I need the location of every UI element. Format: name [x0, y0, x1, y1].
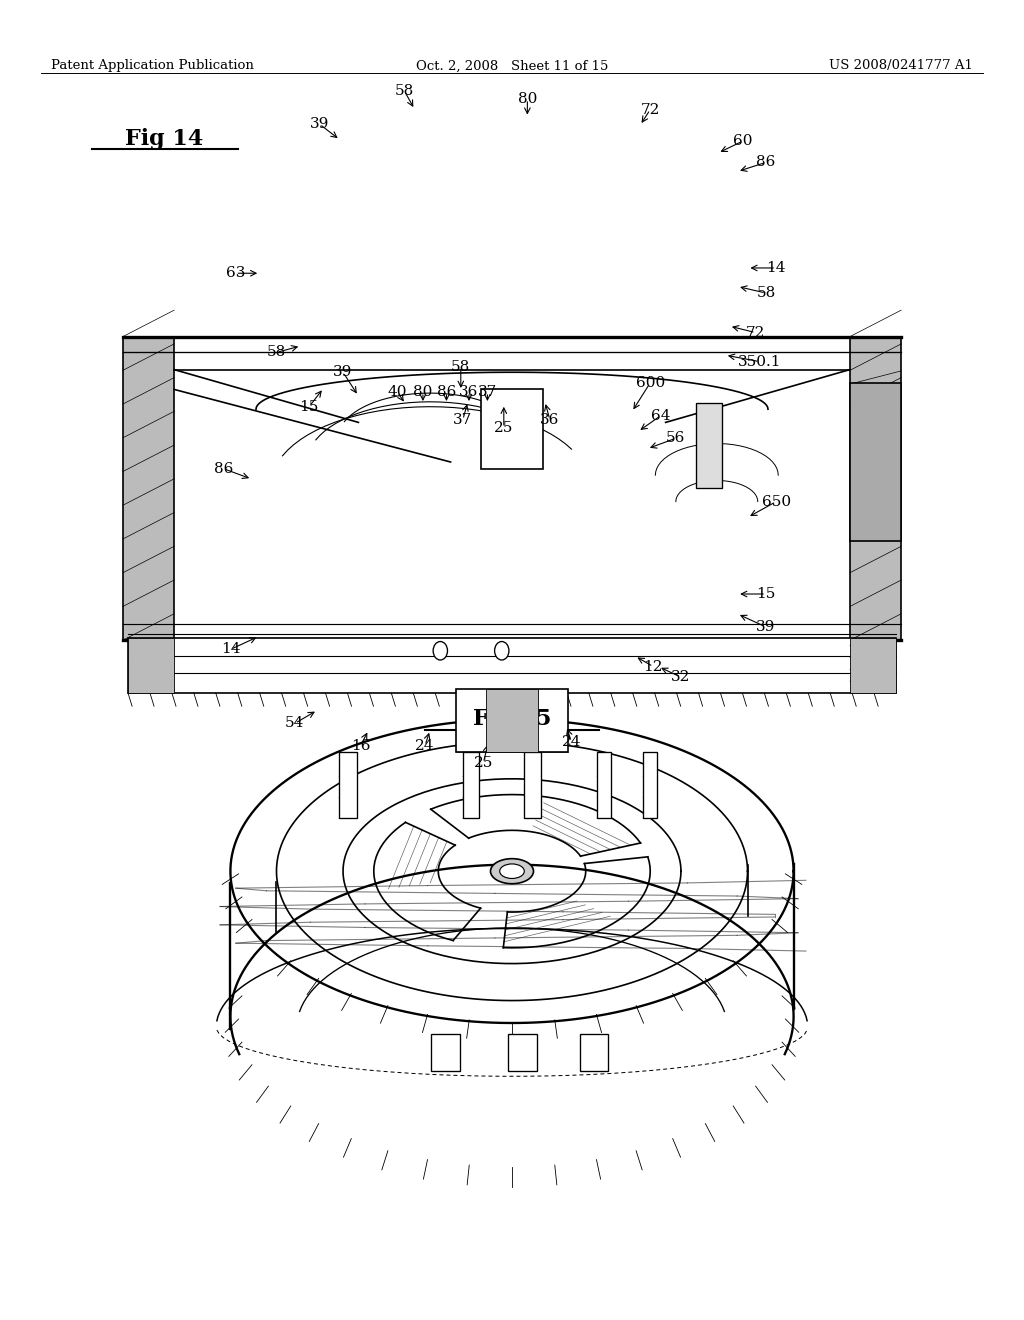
Text: 86: 86 [437, 385, 456, 399]
Text: 14: 14 [766, 261, 786, 275]
Text: 86: 86 [757, 156, 775, 169]
Text: US 2008/0241777 A1: US 2008/0241777 A1 [828, 59, 973, 73]
Bar [431, 1034, 460, 1071]
Text: 15: 15 [300, 400, 318, 413]
Text: 37: 37 [478, 385, 497, 399]
Text: 58: 58 [395, 84, 414, 98]
Text: 72: 72 [746, 326, 765, 339]
Bar [128, 638, 174, 693]
Bar [643, 752, 657, 818]
Bar [850, 337, 901, 640]
Text: 58: 58 [452, 360, 470, 374]
Text: 32: 32 [672, 671, 690, 684]
Text: 24: 24 [500, 735, 520, 748]
Text: 40: 40 [387, 385, 408, 399]
Bar [456, 689, 568, 752]
Bar [128, 638, 896, 693]
Text: 36: 36 [460, 385, 478, 399]
Text: 16: 16 [350, 739, 371, 752]
Bar [597, 752, 611, 818]
Text: 600: 600 [636, 376, 665, 389]
Text: Fig 14: Fig 14 [125, 128, 203, 149]
Text: Fig 15: Fig 15 [473, 709, 551, 730]
Text: 37: 37 [454, 413, 472, 426]
Text: 64: 64 [650, 409, 671, 422]
Bar [580, 1034, 608, 1071]
Text: 25: 25 [474, 756, 493, 770]
Text: 58: 58 [757, 286, 775, 300]
Text: 58: 58 [267, 346, 286, 359]
Bar [850, 638, 896, 693]
Text: 650: 650 [762, 495, 791, 508]
Text: 72: 72 [641, 103, 659, 116]
Text: 36: 36 [541, 413, 559, 426]
Text: 350.1: 350.1 [738, 355, 781, 368]
Text: 25: 25 [495, 421, 513, 434]
Circle shape [495, 642, 509, 660]
Text: 86: 86 [214, 462, 232, 475]
Bar [850, 383, 901, 541]
Text: 39: 39 [757, 620, 775, 634]
Text: 80: 80 [518, 92, 537, 106]
Text: 63: 63 [226, 267, 245, 280]
Bar [508, 1034, 537, 1071]
Text: 14: 14 [220, 643, 241, 656]
Text: 12: 12 [643, 660, 664, 673]
Ellipse shape [500, 865, 524, 879]
Bar [486, 689, 538, 752]
Text: 60: 60 [732, 135, 753, 148]
Text: 24: 24 [561, 735, 582, 748]
Text: 15: 15 [757, 587, 775, 601]
Text: 39: 39 [310, 117, 329, 131]
Bar [123, 337, 174, 640]
Bar [481, 389, 543, 469]
Bar [463, 752, 479, 818]
Bar [524, 752, 541, 818]
Bar [339, 752, 357, 818]
Bar [696, 403, 722, 488]
Text: 80: 80 [414, 385, 432, 399]
Text: Oct. 2, 2008   Sheet 11 of 15: Oct. 2, 2008 Sheet 11 of 15 [416, 59, 608, 73]
Text: Patent Application Publication: Patent Application Publication [51, 59, 254, 73]
Ellipse shape [490, 858, 534, 884]
Text: 24: 24 [415, 739, 435, 752]
Circle shape [433, 642, 447, 660]
Text: 39: 39 [334, 366, 352, 379]
Text: 54: 54 [286, 717, 304, 730]
Text: 56: 56 [667, 432, 685, 445]
